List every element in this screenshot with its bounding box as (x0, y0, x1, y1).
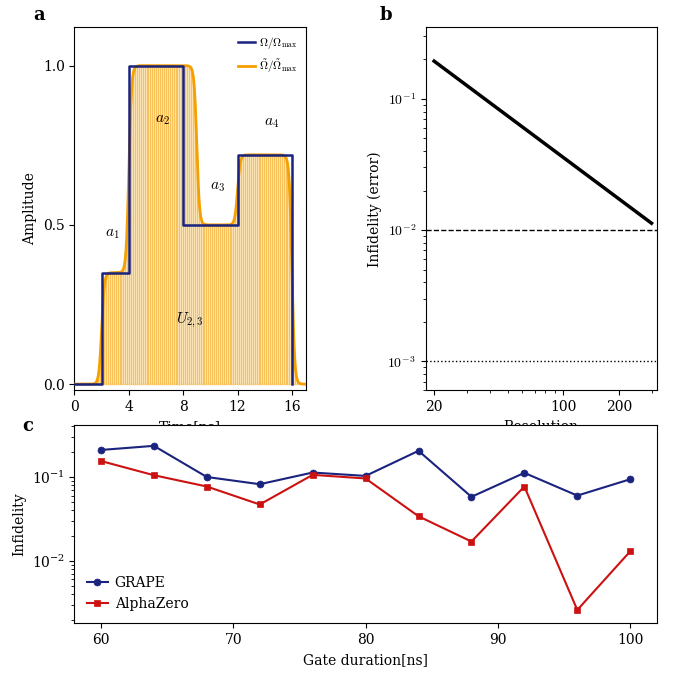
Text: c: c (22, 416, 33, 435)
GRAPE (626, 475, 634, 484)
Text: $U_{2,3}$: $U_{2,3}$ (176, 311, 204, 330)
AlphaZero (414, 512, 422, 521)
GRAPE (362, 472, 370, 480)
Text: $a_2$: $a_2$ (156, 113, 170, 127)
AlphaZero (626, 547, 634, 556)
X-axis label: Resolution: Resolution (504, 420, 579, 434)
AlphaZero (202, 482, 211, 490)
GRAPE (467, 493, 475, 501)
Text: b: b (379, 5, 392, 23)
Y-axis label: Amplitude: Amplitude (23, 173, 37, 245)
Legend: $\Omega/\Omega_\mathrm{max}$, $\tilde{\Omega}/\tilde{\Omega}_\mathrm{max}$: $\Omega/\Omega_\mathrm{max}$, $\tilde{\O… (236, 33, 300, 77)
Y-axis label: Infidelity: Infidelity (12, 493, 26, 556)
Line: AlphaZero: AlphaZero (97, 458, 634, 614)
GRAPE (521, 469, 529, 477)
AlphaZero (362, 474, 370, 482)
AlphaZero (97, 457, 105, 465)
AlphaZero (309, 471, 317, 479)
Text: $a_1$: $a_1$ (105, 227, 120, 241)
X-axis label: Gate duration[ns]: Gate duration[ns] (303, 653, 428, 667)
Text: a: a (33, 5, 45, 23)
GRAPE (202, 473, 211, 481)
GRAPE (97, 446, 105, 454)
X-axis label: Time[ns]: Time[ns] (159, 420, 221, 434)
AlphaZero (256, 500, 264, 508)
AlphaZero (467, 538, 475, 546)
GRAPE (256, 480, 264, 488)
AlphaZero (573, 606, 582, 614)
AlphaZero (150, 471, 158, 480)
Text: $a_3$: $a_3$ (210, 179, 225, 194)
AlphaZero (521, 482, 529, 490)
GRAPE (309, 469, 317, 477)
GRAPE (573, 491, 582, 499)
Y-axis label: Infidelity (error): Infidelity (error) (368, 151, 382, 266)
GRAPE (150, 442, 158, 450)
Text: $a_4$: $a_4$ (264, 116, 279, 130)
Legend: GRAPE, AlphaZero: GRAPE, AlphaZero (81, 571, 194, 616)
GRAPE (414, 447, 422, 455)
Line: GRAPE: GRAPE (97, 443, 634, 500)
